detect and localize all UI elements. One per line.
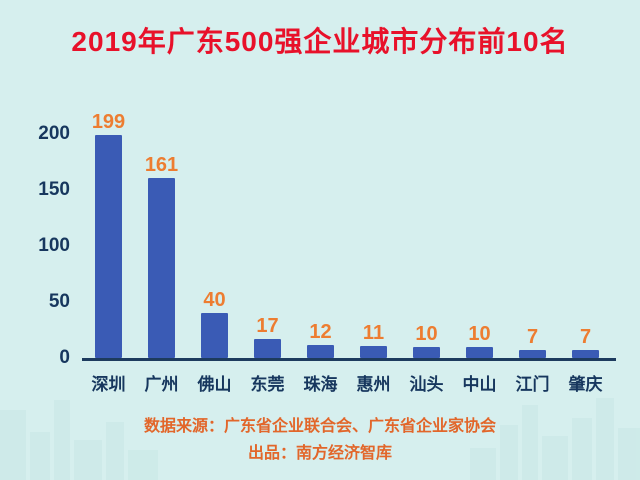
chart-footer: 数据来源：广东省企业联合会、广东省企业家协会 出品：南方经济智库 — [0, 413, 640, 467]
x-axis-labels: 深圳 广州 佛山 东莞 珠海 惠州 汕头 中山 江门 肇庆 — [82, 361, 616, 395]
x-tick-label: 珠海 — [303, 375, 338, 394]
bar-value-label: 11 — [362, 321, 385, 344]
bar-chart: 0 50 100 150 200 199 161 40 17 12 11 10 10 7 7 深圳 广州 佛山… — [24, 98, 616, 395]
y-tick-label: 100 — [38, 235, 70, 256]
bar — [466, 346, 493, 358]
bar-column: 7 — [559, 98, 612, 358]
producer-text: 出品：南方经济智库 — [247, 445, 392, 463]
y-tick-label: 50 — [48, 291, 70, 312]
bar-value-label: 17 — [256, 314, 279, 337]
bar-value-label: 161 — [144, 153, 179, 176]
chart-title: 2019年广东500强企业城市分布前10名 — [71, 26, 569, 57]
bar-value-label: 12 — [309, 320, 332, 343]
bar-value-label: 7 — [526, 326, 539, 349]
x-tick-label: 惠州 — [356, 375, 391, 394]
bar-column: 161 — [135, 98, 188, 358]
bar — [413, 346, 440, 358]
bar-value-label: 40 — [203, 289, 226, 312]
x-tick-label: 东莞 — [250, 375, 285, 394]
data-source-text: 数据来源：广东省企业联合会、广东省企业家协会 — [143, 418, 496, 435]
bar-column: 11 — [347, 98, 400, 358]
y-axis: 0 50 100 150 200 — [24, 98, 82, 368]
bar-column: 199 — [82, 98, 135, 358]
bar-column: 7 — [506, 98, 559, 358]
y-tick-label: 0 — [59, 347, 70, 368]
x-tick-label: 佛山 — [197, 375, 232, 394]
bar-column: 10 — [400, 98, 453, 358]
bar-value-label: 10 — [415, 322, 438, 345]
bar — [519, 350, 546, 358]
bar — [254, 338, 281, 358]
bar — [95, 135, 122, 358]
bar-value-label: 199 — [91, 111, 126, 134]
plot-area: 199 161 40 17 12 11 10 10 7 7 — [82, 98, 616, 361]
bar-column: 12 — [294, 98, 347, 358]
bar — [572, 350, 599, 358]
bar-column: 40 — [188, 98, 241, 358]
bar — [148, 177, 175, 358]
x-tick-label: 中山 — [462, 375, 497, 394]
bar — [360, 345, 387, 358]
x-tick-label: 汕头 — [409, 375, 444, 394]
x-tick-label: 肇庆 — [568, 375, 603, 394]
bar-column: 10 — [453, 98, 506, 358]
bar-column: 17 — [241, 98, 294, 358]
y-tick-label: 200 — [38, 123, 70, 144]
bar-value-label: 10 — [468, 322, 491, 345]
bar-value-label: 7 — [579, 326, 592, 349]
bar — [307, 344, 334, 358]
x-tick-label: 广州 — [144, 375, 179, 394]
x-tick-label: 深圳 — [91, 375, 126, 394]
x-tick-label: 江门 — [515, 375, 550, 394]
y-tick-label: 150 — [38, 179, 70, 200]
bar — [201, 313, 228, 358]
